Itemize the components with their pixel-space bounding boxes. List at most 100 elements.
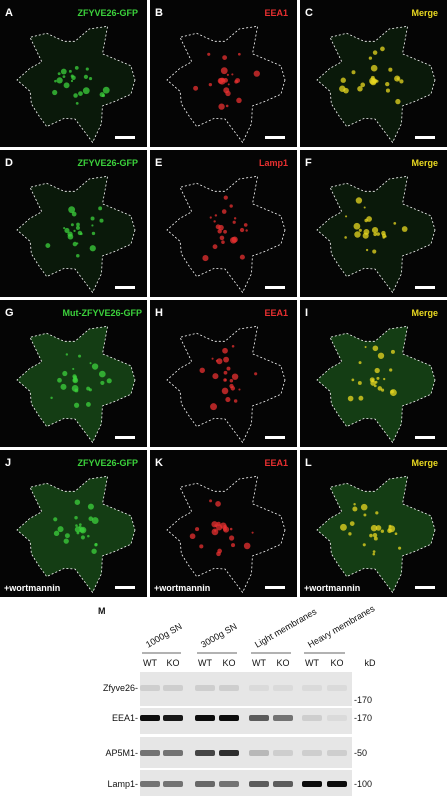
vesicle — [343, 87, 349, 94]
vesicle — [199, 367, 205, 374]
lane-label: WT — [198, 658, 212, 668]
vesicle — [382, 236, 385, 239]
scale-bar — [265, 136, 285, 139]
vesicle — [223, 229, 227, 234]
cell-body — [17, 176, 135, 293]
blot-band — [219, 685, 239, 691]
treatment-label: +wortmannin — [304, 583, 360, 593]
vesicle — [208, 83, 213, 87]
panel-background — [0, 150, 147, 297]
vesicle — [231, 543, 236, 548]
vesicle — [79, 526, 87, 534]
vesicle — [383, 377, 386, 381]
panel-label: Merge — [411, 158, 438, 168]
panel: D ZFYVE26-GFP — [0, 150, 147, 297]
panel-letter: D — [5, 157, 13, 169]
vesicle — [63, 227, 66, 230]
vesicle — [358, 228, 362, 232]
vesicle — [231, 73, 234, 76]
vesicle — [368, 56, 373, 60]
vesicle — [233, 399, 238, 403]
row-label: Lamp1- — [107, 779, 138, 789]
vesicle — [223, 378, 227, 382]
vesicle — [76, 242, 79, 245]
cell-body — [317, 26, 435, 143]
vesicle — [229, 527, 233, 531]
vesicle — [229, 204, 233, 208]
cell-outline — [16, 25, 136, 144]
vesicle — [88, 388, 92, 392]
scale-bar — [115, 436, 135, 439]
cell-outline — [16, 325, 136, 444]
row-label: AP5M1- — [105, 748, 138, 758]
vesicle — [380, 46, 385, 52]
vesicle — [390, 349, 395, 354]
blot-band — [249, 781, 269, 787]
vesicle — [393, 222, 397, 225]
blot-band — [302, 781, 322, 787]
row-label: EEA1- — [112, 713, 138, 723]
vesicle — [360, 503, 368, 511]
panel-letter: C — [305, 7, 313, 19]
vesicle — [353, 503, 356, 506]
vesicle — [91, 548, 97, 554]
vesicle — [237, 52, 241, 56]
scale-bar — [265, 436, 285, 439]
vesicle — [91, 517, 99, 524]
panel-label: Lamp1 — [259, 158, 288, 168]
blot-band — [273, 781, 293, 787]
panel: I Merge — [300, 300, 447, 447]
vesicle — [351, 378, 355, 382]
vesicle — [380, 529, 385, 533]
vesicle — [369, 533, 373, 538]
panel-label: Mut-ZFYVE26-GFP — [62, 308, 142, 318]
vesicle — [217, 548, 222, 554]
vesicle — [370, 64, 378, 72]
vesicle — [375, 525, 382, 531]
scale-bar — [115, 286, 135, 289]
vesicle — [217, 229, 222, 234]
vesicle — [72, 367, 75, 371]
vesicle — [216, 521, 221, 526]
vesicle — [54, 79, 57, 83]
vesicle — [363, 206, 366, 209]
vesicle — [225, 104, 229, 108]
vesicle — [75, 225, 80, 230]
vesicle — [74, 499, 81, 505]
vesicle — [389, 389, 397, 397]
panel-label: Merge — [411, 308, 438, 318]
vesicle — [76, 253, 80, 258]
vesicle — [211, 357, 214, 360]
vesicle — [253, 70, 260, 77]
scale-bar — [415, 286, 435, 289]
vesicle — [78, 523, 82, 526]
vesicle — [62, 370, 68, 377]
vesicle — [375, 511, 379, 515]
blot-band — [195, 781, 215, 787]
panel-background — [150, 150, 297, 297]
vesicle — [79, 232, 83, 236]
cell-outline — [316, 25, 436, 144]
vesicle — [70, 74, 74, 78]
vesicle — [210, 403, 217, 411]
vesicle — [218, 103, 225, 110]
vesicle — [56, 77, 63, 84]
vesicle — [78, 91, 83, 96]
fraction-label: Heavy membranes — [306, 603, 377, 650]
vesicle — [75, 524, 78, 527]
blot-letter: M — [98, 606, 106, 616]
panel-letter: B — [155, 7, 163, 19]
vesicle — [85, 401, 91, 407]
vesicle — [65, 353, 69, 356]
panel-letter: L — [305, 457, 312, 469]
cell-outline — [166, 25, 286, 144]
lane-label: KO — [330, 658, 343, 668]
vesicle — [358, 361, 362, 365]
vesicle — [216, 358, 223, 365]
vesicle — [45, 243, 51, 248]
blot-band — [140, 715, 160, 721]
vesicle — [363, 228, 370, 235]
vesicle — [340, 523, 347, 531]
vesicle — [340, 77, 346, 83]
vesicle — [215, 224, 221, 230]
